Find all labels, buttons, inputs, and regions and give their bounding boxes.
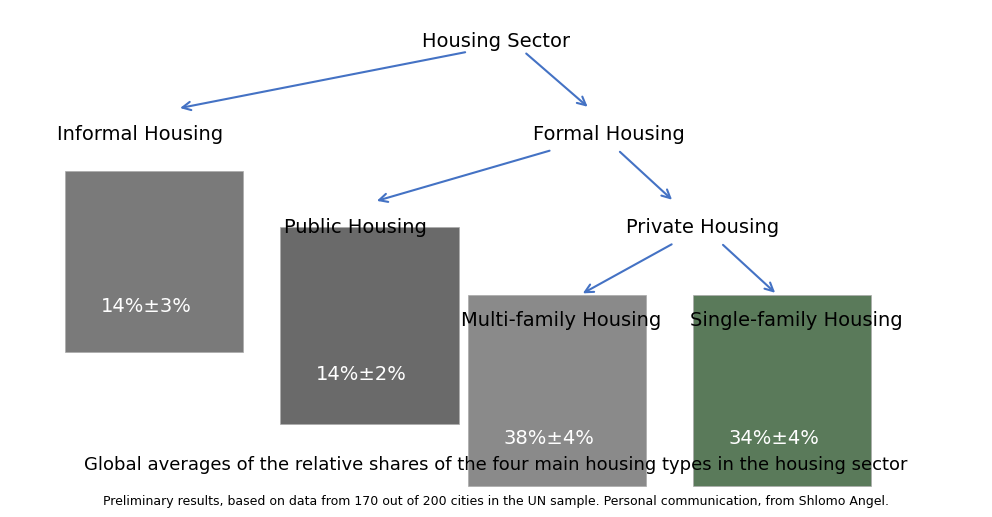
Text: Preliminary results, based on data from 170 out of 200 cities in the UN sample. : Preliminary results, based on data from … (103, 495, 889, 508)
FancyBboxPatch shape (692, 295, 871, 486)
Text: 14%±3%: 14%±3% (100, 297, 191, 316)
Text: Informal Housing: Informal Housing (57, 125, 223, 144)
FancyBboxPatch shape (281, 227, 458, 424)
Text: Private Housing: Private Housing (626, 218, 779, 237)
Text: Public Housing: Public Housing (284, 218, 427, 237)
Text: Formal Housing: Formal Housing (533, 125, 684, 144)
Text: 14%±2%: 14%±2% (316, 366, 407, 384)
Text: 38%±4%: 38%±4% (504, 429, 594, 448)
Text: 34%±4%: 34%±4% (728, 429, 819, 448)
Text: Housing Sector: Housing Sector (422, 32, 570, 51)
Text: Global averages of the relative shares of the four main housing types in the hou: Global averages of the relative shares o… (84, 457, 908, 474)
Text: Single-family Housing: Single-family Housing (689, 311, 903, 330)
FancyBboxPatch shape (64, 171, 243, 352)
FancyBboxPatch shape (468, 295, 646, 486)
Text: Multi-family Housing: Multi-family Housing (461, 311, 662, 330)
